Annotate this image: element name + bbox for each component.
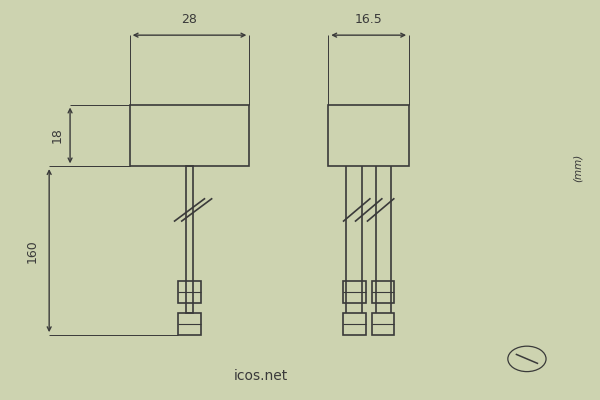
Text: 28: 28 [182, 14, 197, 26]
Bar [371, 313, 394, 335]
Text: (mm): (mm) [573, 154, 583, 182]
Text: 16.5: 16.5 [355, 14, 383, 26]
Text: 160: 160 [26, 239, 39, 262]
Bar [178, 282, 201, 303]
Text: 18: 18 [50, 128, 64, 143]
Text: icos.net: icos.net [234, 369, 289, 383]
Bar [186, 166, 193, 313]
Bar [178, 313, 201, 335]
Bar [328, 105, 409, 166]
Bar [130, 105, 249, 166]
Bar [371, 282, 394, 303]
Bar [343, 282, 365, 303]
Bar [343, 313, 365, 335]
